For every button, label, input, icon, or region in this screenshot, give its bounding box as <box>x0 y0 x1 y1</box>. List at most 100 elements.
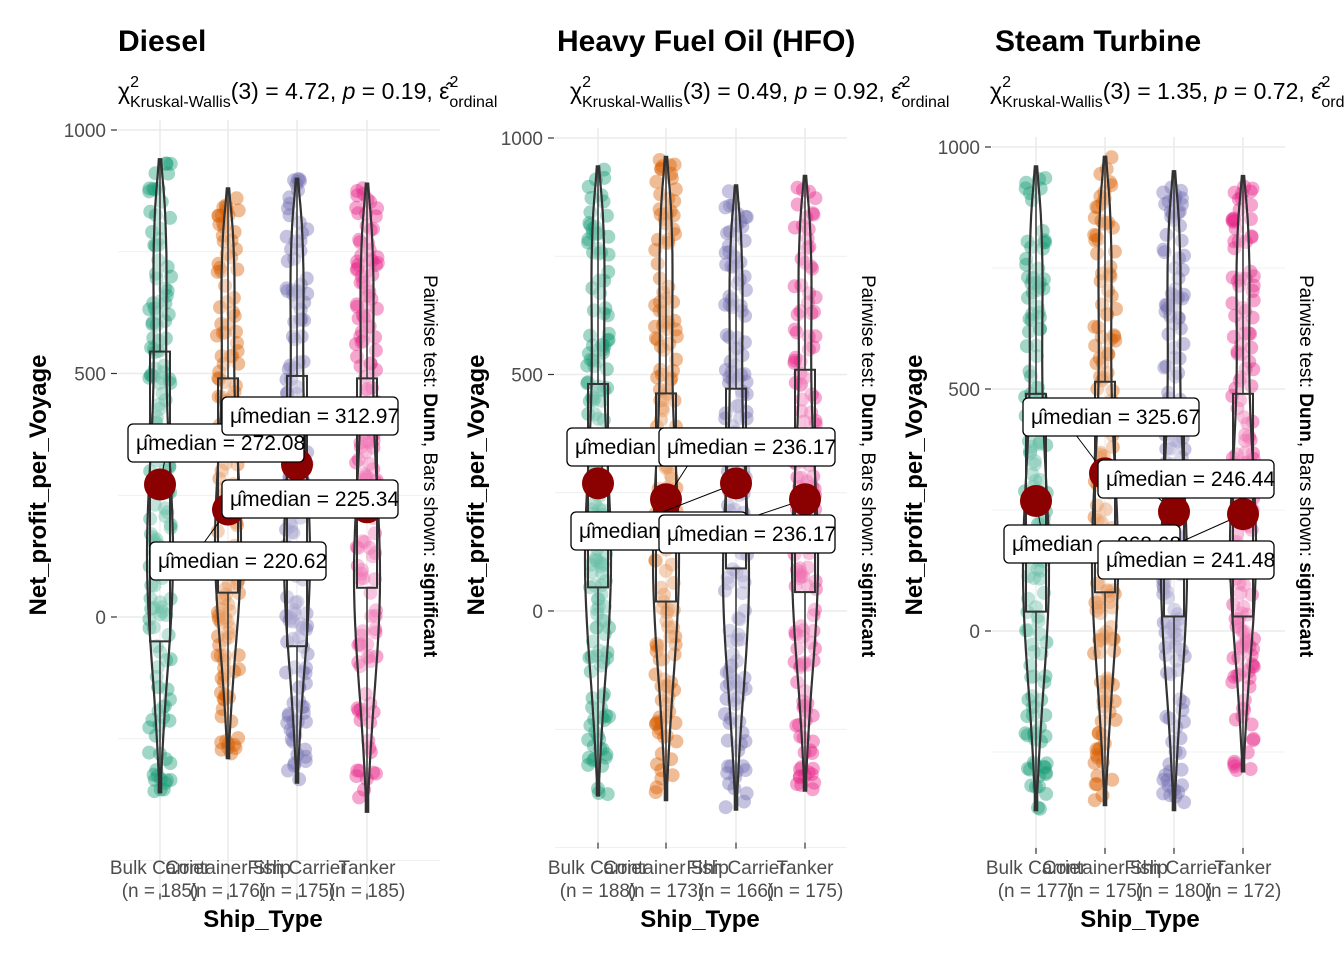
data-point <box>1038 171 1053 186</box>
data-point <box>1032 571 1047 586</box>
data-point <box>597 713 612 728</box>
x-tick-n-label: (n = 175) <box>259 881 336 902</box>
data-point <box>1032 437 1047 452</box>
data-point <box>1105 600 1119 615</box>
data-point <box>1109 302 1123 316</box>
data-point <box>793 304 808 319</box>
data-point <box>1021 591 1036 606</box>
data-point <box>582 394 597 409</box>
data-point <box>216 200 231 215</box>
data-point <box>730 633 745 647</box>
data-point <box>1226 214 1241 229</box>
data-point <box>592 273 607 288</box>
data-point <box>735 568 750 583</box>
data-point <box>287 603 302 618</box>
data-point <box>1035 224 1050 238</box>
data-point <box>229 324 243 339</box>
data-point <box>285 283 300 298</box>
data-point <box>1089 777 1104 792</box>
data-point <box>1028 473 1043 488</box>
data-point <box>229 191 244 206</box>
data-point <box>1090 576 1105 591</box>
data-point <box>367 572 382 587</box>
data-point <box>808 191 823 206</box>
data-point <box>648 716 663 731</box>
data-point <box>147 497 162 512</box>
data-point <box>1243 762 1258 776</box>
data-point <box>1092 592 1107 607</box>
data-point <box>720 570 735 585</box>
median-point-bulk-carrier <box>144 468 176 501</box>
median-label-box <box>221 396 399 436</box>
data-point <box>731 611 746 626</box>
data-point <box>1030 299 1045 314</box>
data-point <box>1237 326 1252 341</box>
data-point <box>350 763 365 778</box>
data-point <box>597 599 612 614</box>
data-point <box>282 190 297 205</box>
data-point <box>721 184 736 199</box>
data-point <box>586 353 601 368</box>
median-label-text: μ̂median = 236.17 <box>667 436 836 459</box>
data-point <box>1024 313 1039 328</box>
median-label-text: μ̂median = 236.17 <box>667 523 836 546</box>
data-point <box>1168 639 1183 654</box>
data-point <box>1233 641 1248 656</box>
data-point <box>298 714 313 729</box>
data-point <box>362 540 377 555</box>
data-point <box>669 734 684 749</box>
data-point <box>1033 181 1048 196</box>
data-point <box>1098 502 1113 517</box>
data-point <box>1227 756 1242 771</box>
data-point <box>735 219 750 234</box>
data-point <box>279 229 294 244</box>
data-point <box>366 221 380 236</box>
x-axis-title: Ship_Type <box>640 906 760 933</box>
data-point <box>1168 369 1183 384</box>
data-point <box>286 631 301 646</box>
data-point <box>657 729 671 744</box>
data-point <box>724 259 739 274</box>
data-point <box>298 666 313 681</box>
data-point <box>1099 675 1114 690</box>
data-point <box>213 300 227 315</box>
data-point <box>1171 311 1186 326</box>
median-label-text: μ̂median = 272.08 <box>136 432 305 455</box>
data-point <box>730 330 745 345</box>
data-point <box>1167 602 1182 617</box>
data-point <box>294 312 309 327</box>
violin-container-ship <box>651 155 681 802</box>
data-point <box>1162 757 1177 772</box>
x-axis-title: Ship_Type <box>203 906 323 933</box>
data-point <box>802 239 817 254</box>
data-point <box>163 756 178 771</box>
data-point <box>370 201 385 216</box>
data-point <box>1156 786 1171 801</box>
data-point <box>365 380 379 395</box>
data-point <box>592 643 607 658</box>
data-point <box>651 232 665 247</box>
data-point <box>350 184 365 198</box>
data-point <box>152 376 167 391</box>
data-point <box>351 311 366 326</box>
median-label-text: μ̂median = 225.34 <box>230 488 399 511</box>
data-point <box>1038 767 1053 782</box>
data-point <box>589 620 604 635</box>
data-point <box>157 501 172 516</box>
data-point <box>589 553 604 568</box>
data-point <box>738 734 753 749</box>
data-point <box>805 746 820 760</box>
data-point <box>286 525 301 540</box>
data-point <box>807 775 822 790</box>
data-point <box>289 284 304 299</box>
data-point <box>211 629 225 644</box>
data-point <box>653 187 668 202</box>
data-point <box>232 662 246 677</box>
median-label-box <box>658 427 836 467</box>
data-point <box>1036 585 1051 600</box>
data-point <box>737 269 752 284</box>
data-point <box>723 634 738 649</box>
data-point <box>667 157 682 172</box>
data-point <box>1236 599 1251 614</box>
y-tick-label: 1000 <box>501 129 543 150</box>
